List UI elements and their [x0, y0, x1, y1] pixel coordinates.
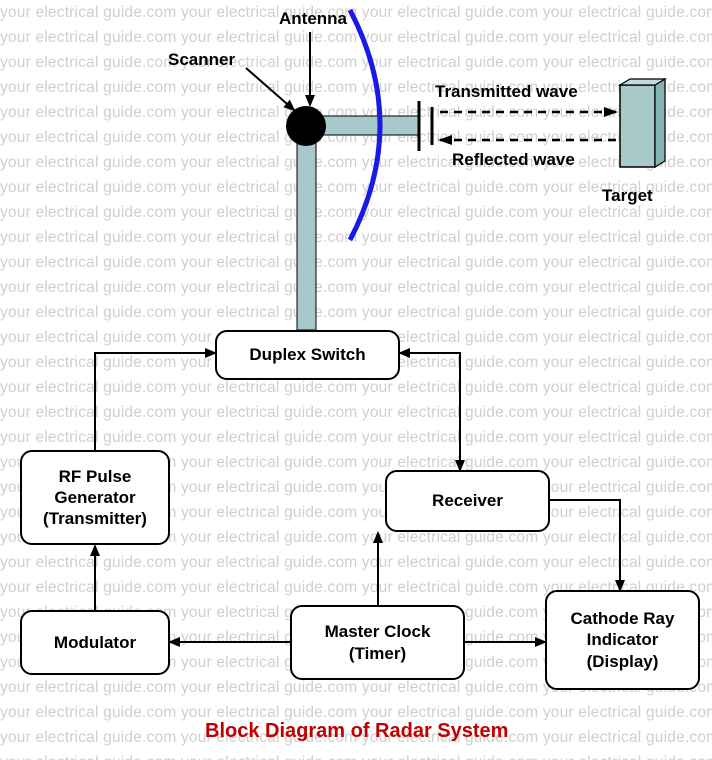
feed-horizontal	[314, 116, 420, 135]
edge-duplex-receiver	[400, 353, 460, 470]
box-receiver: Receiver	[385, 470, 550, 532]
antenna-arc	[350, 10, 380, 240]
label-antenna: Antenna	[279, 9, 347, 29]
box-modulator: Modulator	[20, 610, 170, 675]
diagram-canvas: { "diagram": { "type": "flowchart", "tit…	[0, 0, 712, 760]
label-transmitted: Transmitted wave	[435, 82, 578, 102]
edge-rfpulse-duplex	[95, 353, 215, 450]
box-duplex: Duplex Switch	[215, 330, 400, 380]
label-scanner: Scanner	[168, 50, 235, 70]
diagram-title: Block Diagram of Radar System	[205, 720, 508, 743]
box-display: Cathode Ray Indicator (Display)	[545, 590, 700, 690]
scanner-leader	[246, 68, 294, 110]
label-reflected: Reflected wave	[452, 150, 575, 170]
edge-receiver-display	[550, 500, 620, 590]
scanner-dot	[286, 106, 326, 146]
label-target: Target	[602, 186, 653, 206]
box-clock: Master Clock (Timer)	[290, 605, 465, 680]
target-top	[620, 79, 665, 85]
target-box	[620, 85, 655, 167]
target-side	[655, 79, 665, 167]
feed-vertical	[297, 125, 316, 330]
box-rfpulse: RF Pulse Generator (Transmitter)	[20, 450, 170, 545]
